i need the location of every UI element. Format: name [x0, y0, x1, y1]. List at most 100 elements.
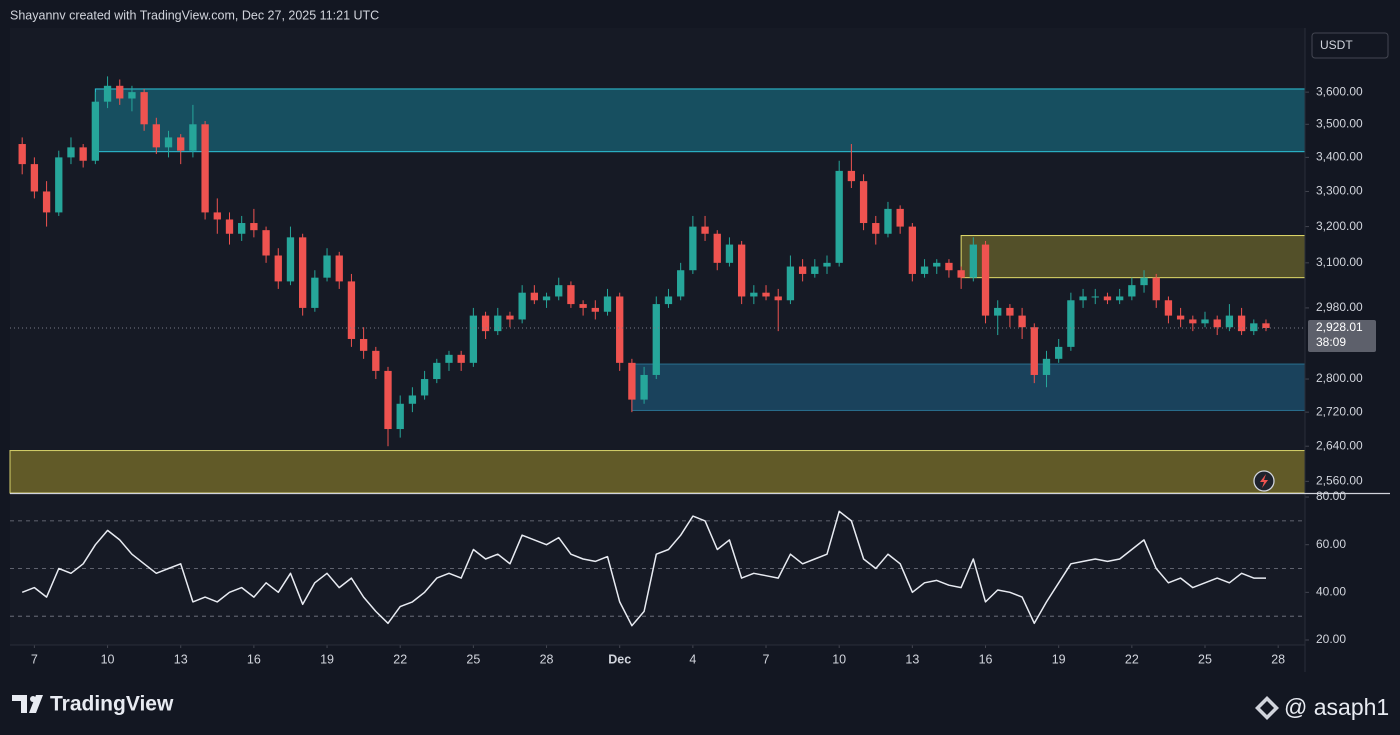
x-tick-label: 7	[763, 652, 770, 666]
candle-body	[140, 92, 148, 125]
candle-body	[323, 255, 331, 278]
y-tick-label: 20.00	[1316, 632, 1346, 646]
y-tick-label: 60.00	[1316, 537, 1346, 551]
watermark: @ asaph1	[1255, 694, 1389, 720]
candle-body	[359, 338, 368, 351]
watermark-text: @ asaph1	[1284, 694, 1389, 720]
candle-body	[250, 223, 258, 231]
y-tick-label: 3,600.00	[1316, 84, 1363, 98]
candle-body	[274, 255, 282, 282]
x-tick-label: 22	[393, 652, 407, 666]
candle-body	[823, 262, 831, 267]
candle-body	[1030, 327, 1038, 375]
x-tick-label: 28	[1271, 652, 1285, 666]
candle-body	[18, 144, 26, 165]
candle-body	[603, 296, 612, 312]
y-tick-label: 3,200.00	[1316, 219, 1363, 233]
candle-body	[884, 208, 892, 234]
candle-body	[1042, 358, 1051, 375]
candle-body	[750, 292, 758, 297]
y-tick-label: 80.00	[1316, 489, 1346, 503]
candle-body	[225, 219, 234, 234]
candle-body	[420, 379, 429, 396]
candle-body	[835, 170, 843, 263]
candle-body	[1055, 346, 1063, 359]
candle-body	[286, 237, 295, 282]
candle-body	[91, 101, 100, 161]
candle-body	[189, 124, 197, 151]
candle-body	[981, 244, 990, 316]
candle-body	[1140, 277, 1148, 286]
candle-body	[957, 270, 965, 278]
candle-body	[640, 374, 648, 400]
icon-bolt	[1260, 474, 1268, 488]
y-tick-label: 3,300.00	[1316, 184, 1363, 198]
candle-body	[994, 307, 1002, 316]
candle-body	[762, 292, 770, 297]
candle-body	[689, 226, 697, 271]
candle-body	[811, 266, 819, 274]
candle-body	[591, 307, 599, 312]
countdown-label: 38:09	[1316, 335, 1346, 349]
y-tick-label: 40.00	[1316, 585, 1346, 599]
candle-body	[945, 262, 953, 271]
x-tick-label: 16	[979, 652, 993, 666]
candle-body	[1237, 315, 1246, 332]
x-tick-label: 13	[905, 652, 919, 666]
candle-body	[469, 315, 478, 363]
candle-body	[506, 315, 514, 320]
candle-body	[1176, 315, 1185, 320]
candle-body	[481, 315, 490, 332]
candle-body	[384, 370, 392, 430]
candle-body	[1152, 277, 1160, 301]
candle-body	[798, 266, 807, 274]
candle-body	[677, 270, 685, 297]
header-text: Shayannv created with TradingView.com, D…	[10, 8, 379, 22]
candle-body	[116, 85, 124, 99]
candle-body	[908, 226, 917, 274]
candle-body	[1115, 296, 1124, 301]
x-tick-label: 19	[1052, 652, 1066, 666]
candle-body	[969, 244, 977, 278]
candle-body	[396, 403, 404, 430]
zone	[9, 450, 1306, 494]
currency-box[interactable]	[1311, 32, 1389, 59]
candle-body	[1189, 319, 1197, 324]
candle-body	[859, 181, 868, 224]
lightning-icon[interactable]	[1253, 470, 1275, 492]
x-tick-label: 25	[466, 652, 480, 666]
candle-body	[1018, 315, 1026, 328]
logo-text: TradingView	[50, 693, 174, 716]
candle-body	[335, 255, 343, 282]
candle-body	[152, 124, 160, 148]
candle-body	[445, 354, 453, 363]
zone	[631, 363, 1306, 411]
x-tick-label: 28	[540, 652, 554, 666]
candle-body	[542, 296, 551, 301]
candle-body	[847, 170, 856, 182]
candle-body	[786, 266, 795, 301]
x-tick-label: 22	[1125, 652, 1139, 666]
candle-body	[567, 285, 575, 305]
last-price-label: 2,928.01	[1316, 320, 1363, 334]
watermark-icon	[1255, 696, 1279, 720]
candle-body	[201, 124, 209, 213]
y-tick-label: 2,640.00	[1316, 438, 1363, 452]
candle-body	[1006, 307, 1014, 316]
y-tick-label: 3,100.00	[1316, 255, 1363, 269]
candle-body	[1079, 296, 1087, 301]
y-tick-label: 2,720.00	[1316, 404, 1363, 418]
y-tick-label: 2,800.00	[1316, 371, 1363, 385]
y-tick-label: 3,400.00	[1316, 150, 1363, 164]
candle-body	[213, 212, 221, 220]
candle-body	[652, 304, 660, 375]
candle-body	[262, 230, 270, 256]
candle-body	[1250, 323, 1258, 332]
candle-body	[725, 244, 734, 263]
candle-body	[1128, 285, 1136, 297]
x-tick-label: Dec	[608, 652, 631, 666]
candle-body	[1091, 296, 1099, 298]
x-tick-label: 19	[320, 652, 334, 666]
y-tick-label: 2,560.00	[1316, 474, 1363, 488]
